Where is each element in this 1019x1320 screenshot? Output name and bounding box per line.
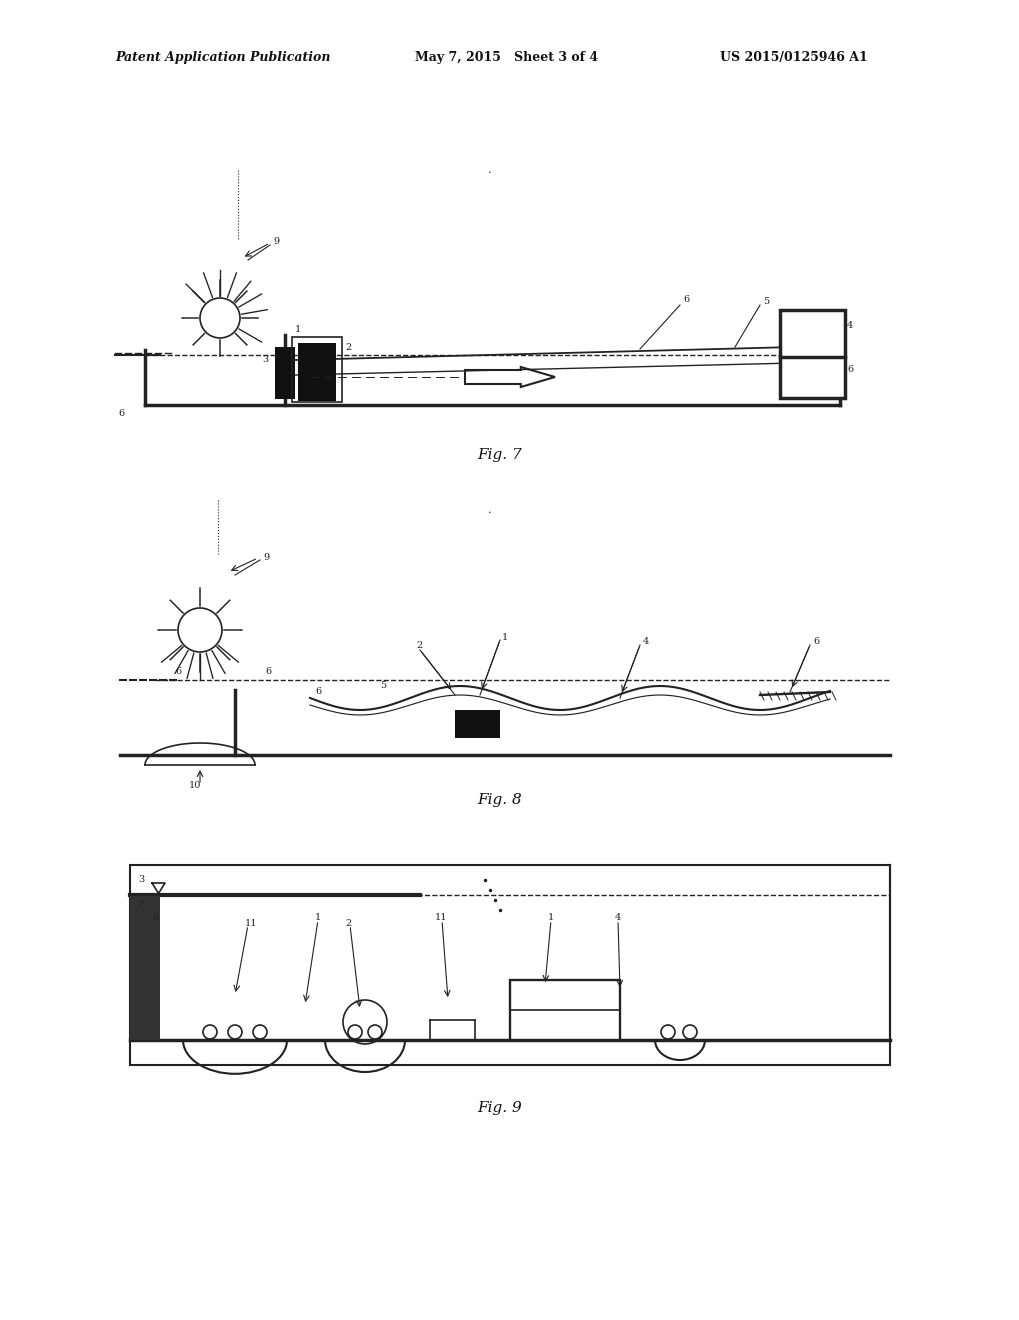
- Text: 3: 3: [262, 355, 268, 364]
- Bar: [454, 710, 499, 738]
- Text: 4: 4: [614, 912, 621, 921]
- Text: 1: 1: [547, 912, 553, 921]
- Bar: [780, 310, 844, 399]
- Text: 10: 10: [189, 780, 201, 789]
- Text: 9: 9: [273, 238, 279, 247]
- Text: 6: 6: [265, 668, 271, 676]
- Text: 9: 9: [263, 553, 269, 561]
- Bar: [129, 895, 160, 1040]
- Text: US 2015/0125946 A1: US 2015/0125946 A1: [719, 50, 867, 63]
- Text: 11: 11: [245, 919, 257, 928]
- Text: Fig. 8: Fig. 8: [477, 793, 522, 807]
- Text: 4: 4: [846, 321, 853, 330]
- Text: 1: 1: [315, 912, 321, 921]
- Text: 11: 11: [434, 912, 447, 921]
- Text: 6: 6: [118, 408, 124, 417]
- Text: 6: 6: [812, 638, 818, 647]
- Text: Fig. 7: Fig. 7: [477, 447, 522, 462]
- Text: May 7, 2015   Sheet 3 of 4: May 7, 2015 Sheet 3 of 4: [415, 50, 597, 63]
- Text: .: .: [488, 165, 491, 176]
- Bar: [129, 865, 890, 1065]
- Text: 2: 2: [344, 919, 351, 928]
- Text: 1: 1: [294, 326, 301, 334]
- Polygon shape: [465, 367, 554, 387]
- Text: 1: 1: [501, 632, 507, 642]
- Text: .: .: [488, 506, 491, 515]
- Text: 2: 2: [344, 342, 351, 351]
- Text: 5: 5: [762, 297, 768, 306]
- Text: 5: 5: [380, 681, 386, 689]
- Text: 6: 6: [175, 668, 181, 676]
- Bar: [298, 343, 335, 401]
- Text: Fig. 9: Fig. 9: [477, 1101, 522, 1115]
- Text: 6: 6: [683, 296, 689, 305]
- Text: 6: 6: [315, 688, 321, 697]
- Text: 2: 2: [416, 640, 422, 649]
- Bar: [275, 347, 294, 399]
- Bar: [291, 337, 341, 403]
- Text: 6: 6: [846, 366, 852, 375]
- Text: 7: 7: [137, 900, 143, 909]
- Bar: [510, 979, 620, 1040]
- Text: 3: 3: [139, 875, 145, 884]
- Polygon shape: [785, 321, 840, 348]
- Text: Patent Application Publication: Patent Application Publication: [115, 50, 330, 63]
- Text: 4: 4: [642, 638, 649, 647]
- Text: 6: 6: [152, 912, 158, 921]
